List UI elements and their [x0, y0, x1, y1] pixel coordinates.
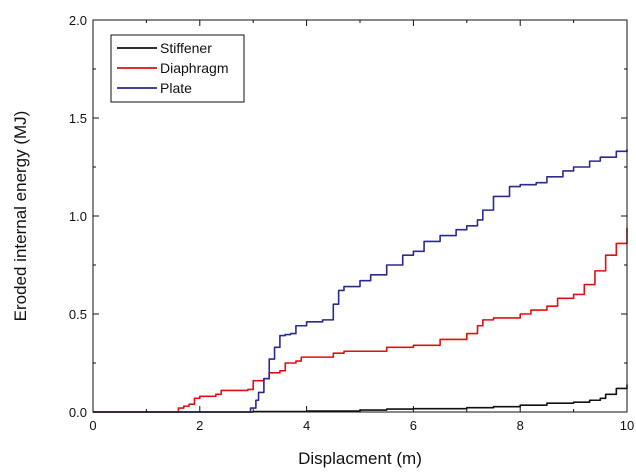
series-line-plate: [93, 149, 628, 413]
x-axis-title: Displacment (m): [298, 449, 422, 468]
y-tick-label: 1.5: [69, 111, 87, 126]
x-tick-label: 10: [620, 418, 634, 433]
series-layer: [93, 149, 628, 413]
x-tick-label: 6: [410, 418, 417, 433]
y-axis-title: Eroded internal energy (MJ): [11, 111, 30, 322]
x-tick-label: 2: [196, 418, 203, 433]
y-tick-label: 2.0: [69, 13, 87, 28]
y-tick-label: 1.0: [69, 209, 87, 224]
y-tick-label: 0.5: [69, 307, 87, 322]
legend-label: Diaphragm: [160, 60, 228, 76]
ticks-layer: 0 2 4 6 8 10 0.0 0.5 1.0 1.5 2.0: [69, 13, 634, 433]
series-line-stiffener: [93, 384, 628, 413]
legend-label: Stiffener: [160, 40, 212, 56]
x-tick-label: 8: [517, 418, 524, 433]
legend-label: Plate: [160, 80, 192, 96]
y-tick-label: 0.0: [69, 405, 87, 420]
legend: Stiffener Diaphragm Plate: [110, 34, 245, 103]
series-line-diaphragm: [93, 227, 628, 413]
x-tick-label: 0: [89, 418, 96, 433]
x-tick-label: 4: [303, 418, 310, 433]
